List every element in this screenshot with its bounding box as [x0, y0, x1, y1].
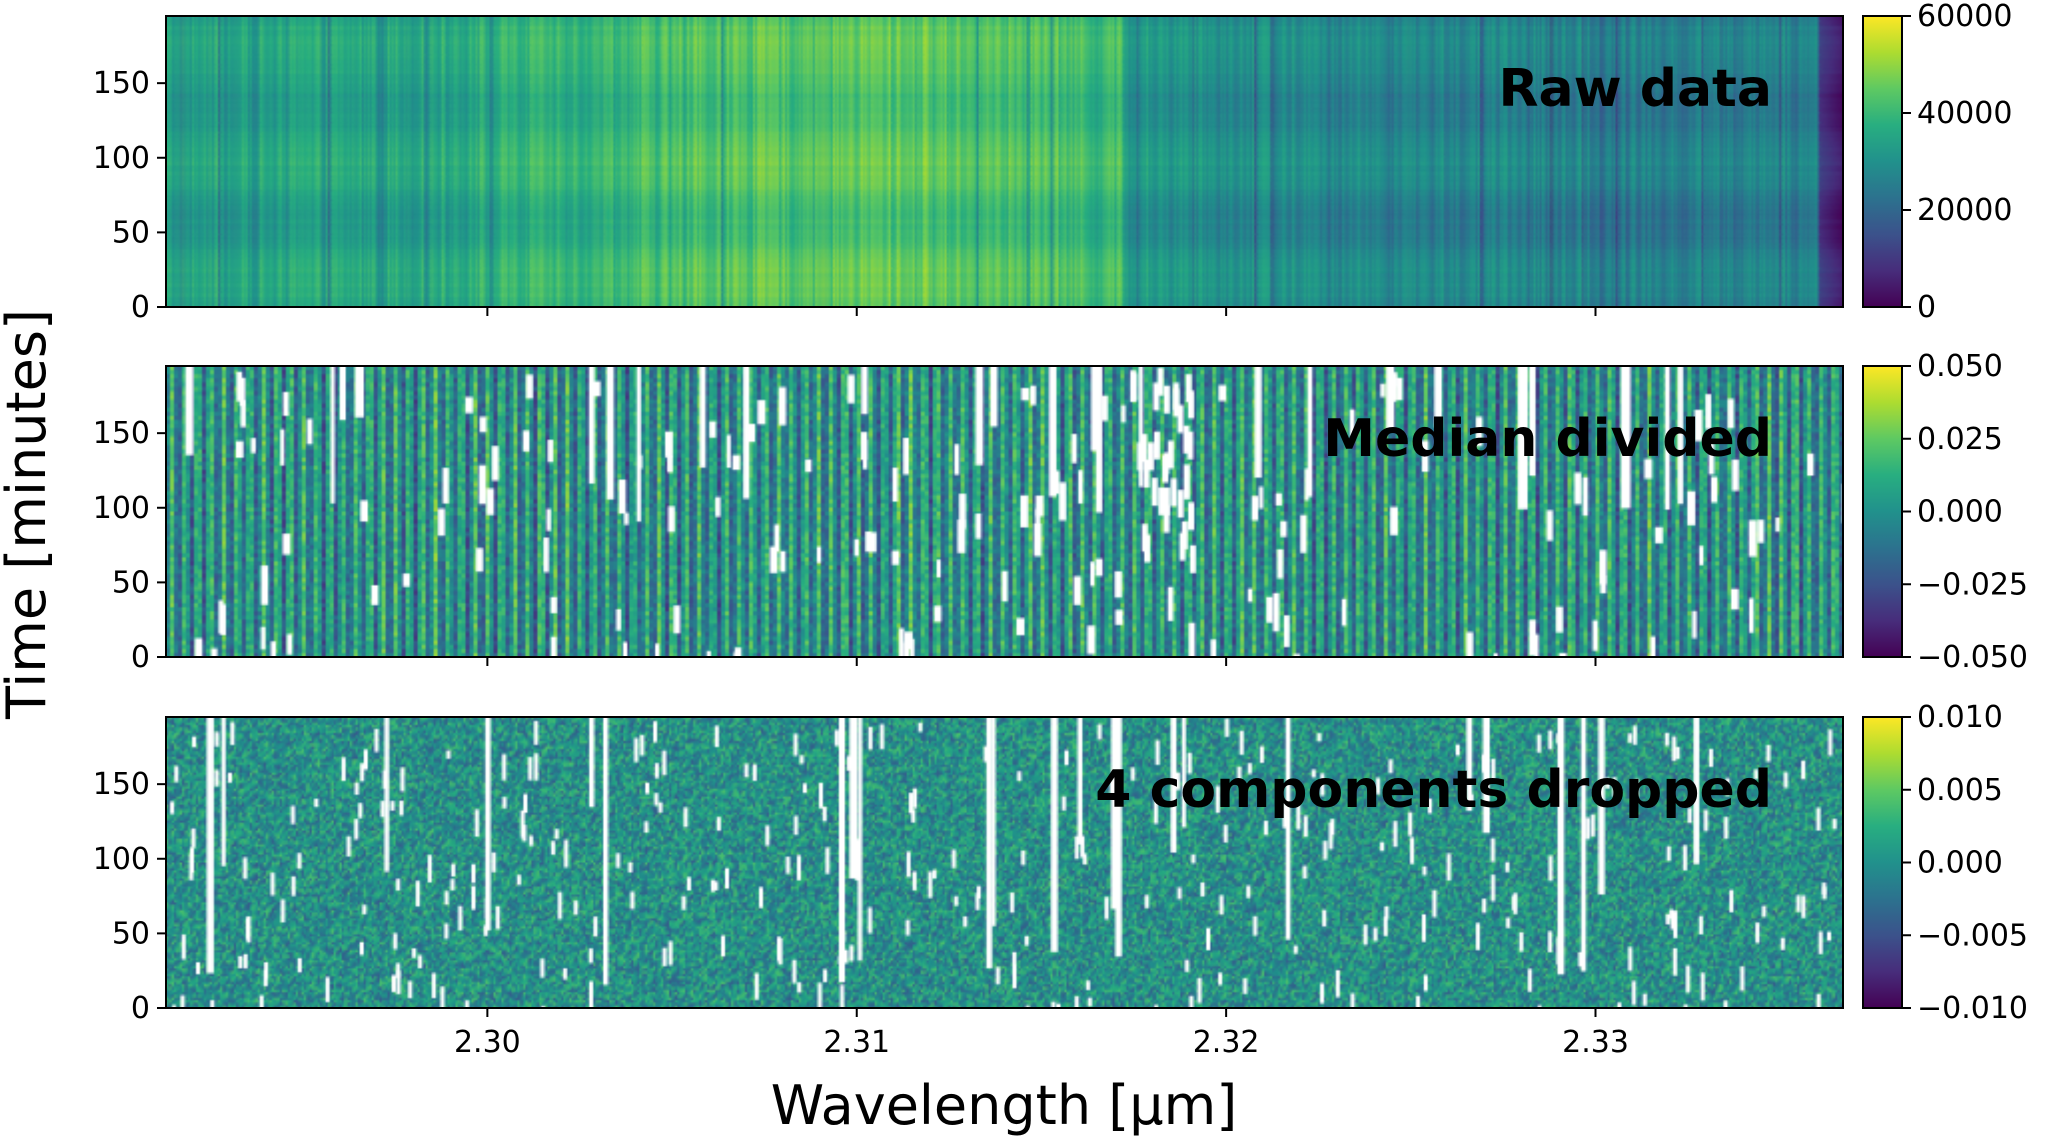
- plot-frame: [165, 15, 1844, 308]
- y-tick-label: 100: [93, 842, 150, 877]
- colorbar-tick-label: 0.005: [1917, 773, 2003, 808]
- heatmap-image: [166, 366, 1843, 657]
- colorbar-tick-label: −0.050: [1917, 640, 2028, 675]
- colorbar-tick-label: −0.010: [1917, 991, 2028, 1026]
- colorbar-tick-label: 40000: [1917, 96, 2012, 131]
- colorbar: [1862, 365, 1903, 658]
- heatmap-image: [166, 717, 1843, 1008]
- panel-label: 4 components dropped: [1095, 760, 1772, 820]
- y-tick-label: 150: [93, 416, 150, 451]
- y-tick-label: 0: [131, 640, 150, 675]
- y-tick-label: 150: [93, 767, 150, 802]
- x-tick-label: 2.32: [1193, 1025, 1260, 1060]
- y-tick-label: 0: [131, 991, 150, 1026]
- y-tick-label: 100: [93, 491, 150, 526]
- y-tick-label: 150: [93, 66, 150, 101]
- y-tick-label: 0: [131, 290, 150, 325]
- colorbar-tick-label: 0.050: [1917, 349, 2003, 384]
- x-axis-label: Wavelength [μm]: [771, 1074, 1238, 1137]
- x-tick-label: 2.31: [823, 1025, 890, 1060]
- y-tick-label: 50: [112, 916, 150, 951]
- colorbar: [1862, 716, 1903, 1009]
- y-axis-label: Time [minutes]: [0, 309, 58, 720]
- plot-frame: [165, 365, 1844, 658]
- y-tick-label: 50: [112, 215, 150, 250]
- colorbar: [1862, 15, 1903, 308]
- colorbar-tick-label: 0.010: [1917, 700, 2003, 735]
- heatmap-panel: 0 50 100 150 Median divided −0.050 −0.025 0.000…: [93, 349, 2028, 675]
- panel-label: Median divided: [1323, 409, 1772, 469]
- y-tick-label: 50: [112, 565, 150, 600]
- x-tick-label: 2.30: [454, 1025, 521, 1060]
- heatmap-panel: 0 50 100 150 Raw data 0 20000 40000 60000: [93, 0, 2013, 325]
- colorbar-tick-label: 0.000: [1917, 846, 2003, 881]
- colorbar-tick-label: −0.025: [1917, 567, 2028, 602]
- colorbar-tick-label: 0.025: [1917, 422, 2003, 457]
- colorbar-tick-label: −0.005: [1917, 918, 2028, 953]
- heatmap-panels: 0 50 100 150 Raw data 0 20000 40000 60000 0 50 100 1…: [93, 0, 2028, 1060]
- colorbar-tick-label: 0.000: [1917, 495, 2003, 530]
- heatmap-panel: 0 50 100 150 2.30 2.31 2.32 2.33 4 components dr…: [93, 700, 2028, 1060]
- heatmap-image: [166, 16, 1843, 307]
- y-tick-label: 100: [93, 141, 150, 176]
- plot-frame: [165, 716, 1844, 1009]
- colorbar-tick-label: 20000: [1917, 193, 2012, 228]
- x-tick-label: 2.33: [1562, 1025, 1629, 1060]
- panel-label: Raw data: [1498, 59, 1772, 119]
- colorbar-tick-label: 0: [1917, 290, 1936, 325]
- colorbar-tick-label: 60000: [1917, 0, 2012, 34]
